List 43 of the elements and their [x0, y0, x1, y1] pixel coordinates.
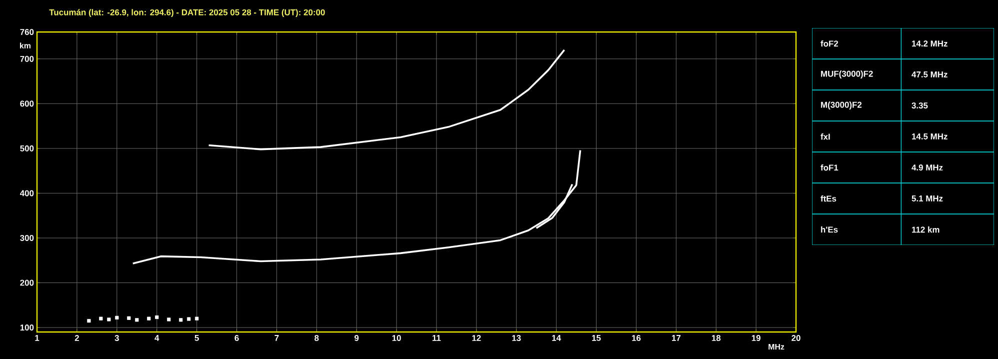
- x-tick-label: 1: [35, 335, 40, 341]
- x-tick-label: 2: [74, 335, 79, 341]
- category-label: h'Es: [821, 226, 838, 233]
- text: 5.1 MHz: [912, 196, 943, 202]
- category-label: foF1: [820, 164, 838, 171]
- x-tick-label: 6: [234, 335, 239, 342]
- y-tick-label: 100: [20, 324, 34, 331]
- x-tick-label: 7: [274, 335, 279, 341]
- x-tick-label: 13: [512, 335, 521, 342]
- y-tick-label: 400: [20, 190, 34, 196]
- x-tick-label: 15: [592, 335, 601, 341]
- x-tick-label: 10: [392, 335, 401, 342]
- x-tick-label: 19: [752, 335, 760, 342]
- category-label: ftEs: [820, 195, 836, 202]
- x-tick-label: 20: [792, 335, 800, 342]
- text: 14.5 MHz: [912, 134, 948, 140]
- x-tick-label: 14: [552, 335, 561, 341]
- category-label: foF2: [820, 40, 838, 47]
- y-tick-label: 300: [20, 234, 34, 241]
- y-tick-label: 760: [20, 29, 34, 35]
- category-label: fxI: [820, 133, 830, 140]
- x-tick-label: 5: [194, 335, 199, 341]
- y-tick-label: 700: [20, 56, 34, 62]
- category-label: M(3000)F2: [821, 102, 862, 110]
- y-tick-label: 200: [20, 280, 34, 286]
- x-tick-label: 3: [114, 335, 119, 342]
- text: 4.9 MHz: [912, 164, 943, 170]
- x-tick-label: 17: [672, 335, 681, 341]
- text: 112 km: [912, 226, 940, 233]
- text: 3.35: [912, 102, 928, 109]
- x-tick-label: 18: [712, 335, 721, 342]
- x-tick-label: 8: [314, 335, 319, 342]
- text: 14.2 MHz: [912, 40, 948, 46]
- y-tick-label: 500: [20, 145, 34, 152]
- chart-title: Tucumán (lat: -26.9, lon: 294.6) - DATE: 2025 05 28 - TIME (UT): 20:00: [49, 9, 325, 17]
- x-tick-label: 16: [632, 335, 641, 342]
- category-label: MUF(3000)F2: [821, 70, 873, 78]
- y-tick-label: 600: [20, 100, 34, 107]
- x-tick-label: 4: [154, 335, 160, 341]
- x-tick-label: 12: [472, 335, 481, 341]
- x-tick-label: 9: [354, 335, 359, 342]
- text: 47.5 MHz: [912, 72, 948, 78]
- x-tick-label: 11: [432, 335, 441, 341]
